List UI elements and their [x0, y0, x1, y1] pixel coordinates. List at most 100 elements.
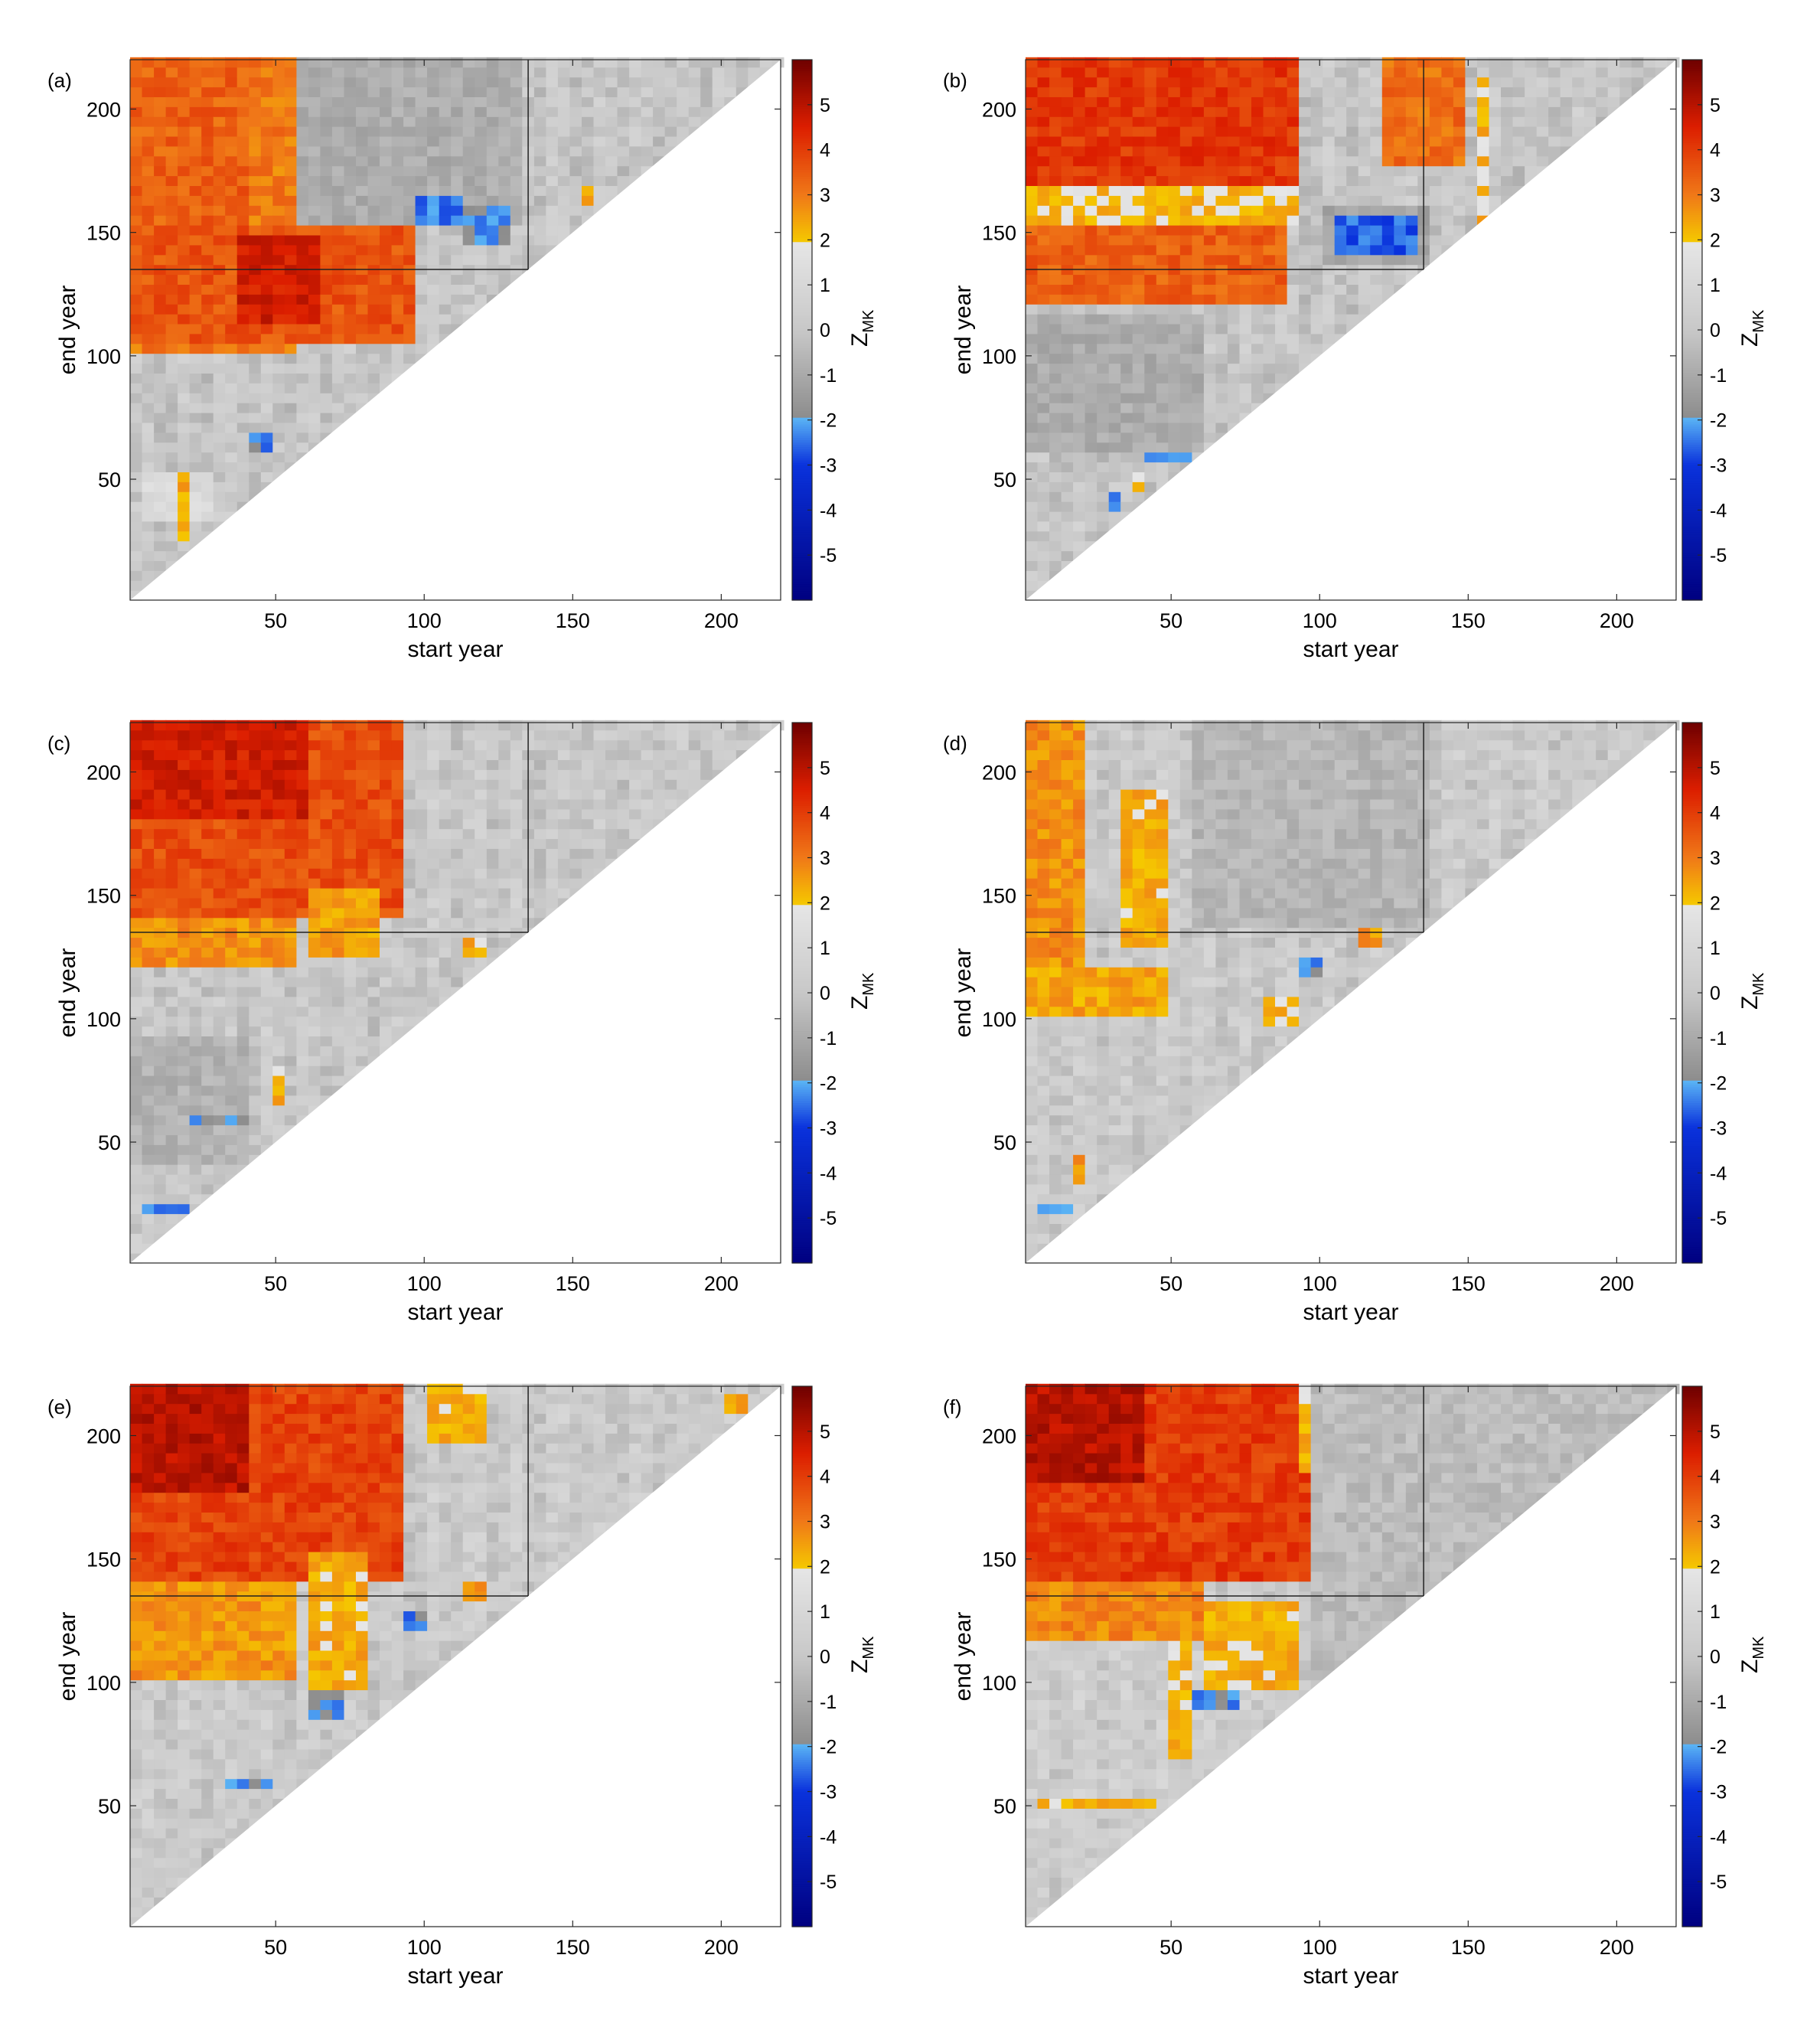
heatmap-cell: [285, 740, 297, 751]
heatmap-cell: [272, 1007, 285, 1017]
heatmap-cell: [320, 908, 332, 919]
heatmap-cell: [1109, 432, 1121, 443]
heatmap-cell: [237, 1007, 250, 1017]
heatmap-cell: [285, 126, 297, 137]
heatmap-cell: [392, 740, 404, 751]
heatmap-cell: [1477, 176, 1489, 187]
heatmap-cell: [1038, 96, 1050, 106]
heatmap-cell: [1228, 146, 1240, 157]
heatmap-cell: [392, 789, 404, 800]
heatmap-cell: [142, 176, 155, 187]
heatmap-cell: [344, 769, 357, 780]
heatmap-cell: [1275, 67, 1287, 78]
heatmap-cell: [498, 195, 510, 205]
heatmap-cell: [1453, 215, 1466, 226]
heatmap-cell: [1156, 324, 1169, 335]
heatmap-cell: [1335, 245, 1347, 256]
heatmap-cell: [1453, 205, 1466, 216]
heatmap-cell: [166, 354, 178, 364]
heatmap-cell: [142, 452, 155, 463]
heatmap-cell: [130, 918, 142, 928]
heatmap-cell: [225, 442, 237, 453]
heatmap-cell: [1180, 126, 1192, 137]
heatmap-cell: [285, 452, 297, 463]
heatmap-cell: [403, 205, 416, 216]
heatmap-cell: [201, 116, 214, 127]
heatmap-cell: [1133, 403, 1145, 413]
heatmap-cell: [427, 136, 439, 147]
heatmap-cell: [130, 255, 142, 266]
heatmap-cell: [356, 789, 368, 800]
heatmap-cell: [1085, 126, 1098, 137]
heatmap-cell: [1120, 77, 1133, 88]
heatmap-cell: [1192, 156, 1204, 167]
heatmap-cell: [237, 275, 250, 286]
heatmap-cell: [1192, 423, 1204, 433]
heatmap-cell: [1537, 126, 1549, 137]
heatmap-cell: [1394, 255, 1406, 266]
heatmap-cell: [1144, 166, 1156, 177]
heatmap-cell: [261, 1026, 273, 1037]
heatmap-cell: [296, 334, 308, 344]
heatmap-cell: [166, 452, 178, 463]
heatmap-cell: [190, 1026, 202, 1037]
heatmap-cell: [1026, 205, 1038, 216]
heatmap-cell: [1525, 146, 1537, 157]
heatmap-cell: [1085, 275, 1098, 286]
heatmap-cell: [1097, 245, 1109, 256]
heatmap-cell: [1335, 294, 1347, 305]
heatmap-cell: [225, 759, 237, 770]
heatmap-cell: [748, 67, 760, 78]
heatmap-cell: [249, 1144, 261, 1155]
x-tick-label: 50: [264, 609, 287, 632]
heatmap-cell: [475, 779, 487, 790]
heatmap-cell: [178, 1184, 190, 1195]
heatmap-cell: [1394, 57, 1406, 68]
heatmap-cell: [130, 156, 142, 167]
heatmap-cell: [296, 245, 308, 256]
heatmap-cell: [1156, 294, 1169, 305]
heatmap-cell: [237, 403, 250, 413]
heatmap-cell: [1430, 136, 1442, 147]
heatmap-cell: [344, 146, 357, 157]
heatmap-cell: [1489, 136, 1502, 147]
heatmap-cell: [1180, 245, 1192, 256]
heatmap-cell: [356, 740, 368, 751]
heatmap-cell: [249, 96, 261, 106]
heatmap-cell: [356, 858, 368, 869]
heatmap-cell: [296, 373, 308, 383]
heatmap-cell: [1311, 334, 1323, 344]
heatmap-cell: [225, 423, 237, 433]
heatmap-cell: [1062, 383, 1074, 393]
heatmap-cell: [296, 997, 308, 1007]
heatmap-cell: [368, 1017, 380, 1027]
heatmap-cell: [261, 452, 273, 463]
heatmap-cell: [1204, 413, 1216, 423]
heatmap-cell: [1038, 521, 1050, 532]
heatmap-cell: [237, 1095, 250, 1106]
heatmap-cell: [237, 967, 250, 977]
heatmap-cell: [1073, 541, 1085, 552]
heatmap-cell: [1120, 294, 1133, 305]
heatmap-cell: [214, 1026, 226, 1037]
heatmap-cell: [249, 403, 261, 413]
heatmap-cell: [1525, 126, 1537, 137]
heatmap-cell: [416, 67, 428, 78]
heatmap-cell: [1038, 205, 1050, 216]
heatmap-cell: [463, 304, 475, 315]
heatmap-cell: [332, 304, 344, 315]
heatmap-cell: [1109, 166, 1121, 177]
heatmap-cell: [261, 146, 273, 157]
heatmap-cell: [392, 314, 404, 325]
heatmap-cell: [487, 779, 499, 790]
heatmap-cell: [296, 423, 308, 433]
heatmap-cell: [403, 106, 416, 117]
heatmap-cell: [178, 908, 190, 919]
heatmap-cell: [1489, 67, 1502, 78]
heatmap-cell: [201, 245, 214, 256]
heatmap-cell: [1287, 87, 1300, 98]
heatmap-cell: [498, 888, 510, 899]
heatmap-cell: [487, 284, 499, 295]
heatmap-cell: [475, 205, 487, 216]
heatmap-cell: [130, 987, 142, 997]
